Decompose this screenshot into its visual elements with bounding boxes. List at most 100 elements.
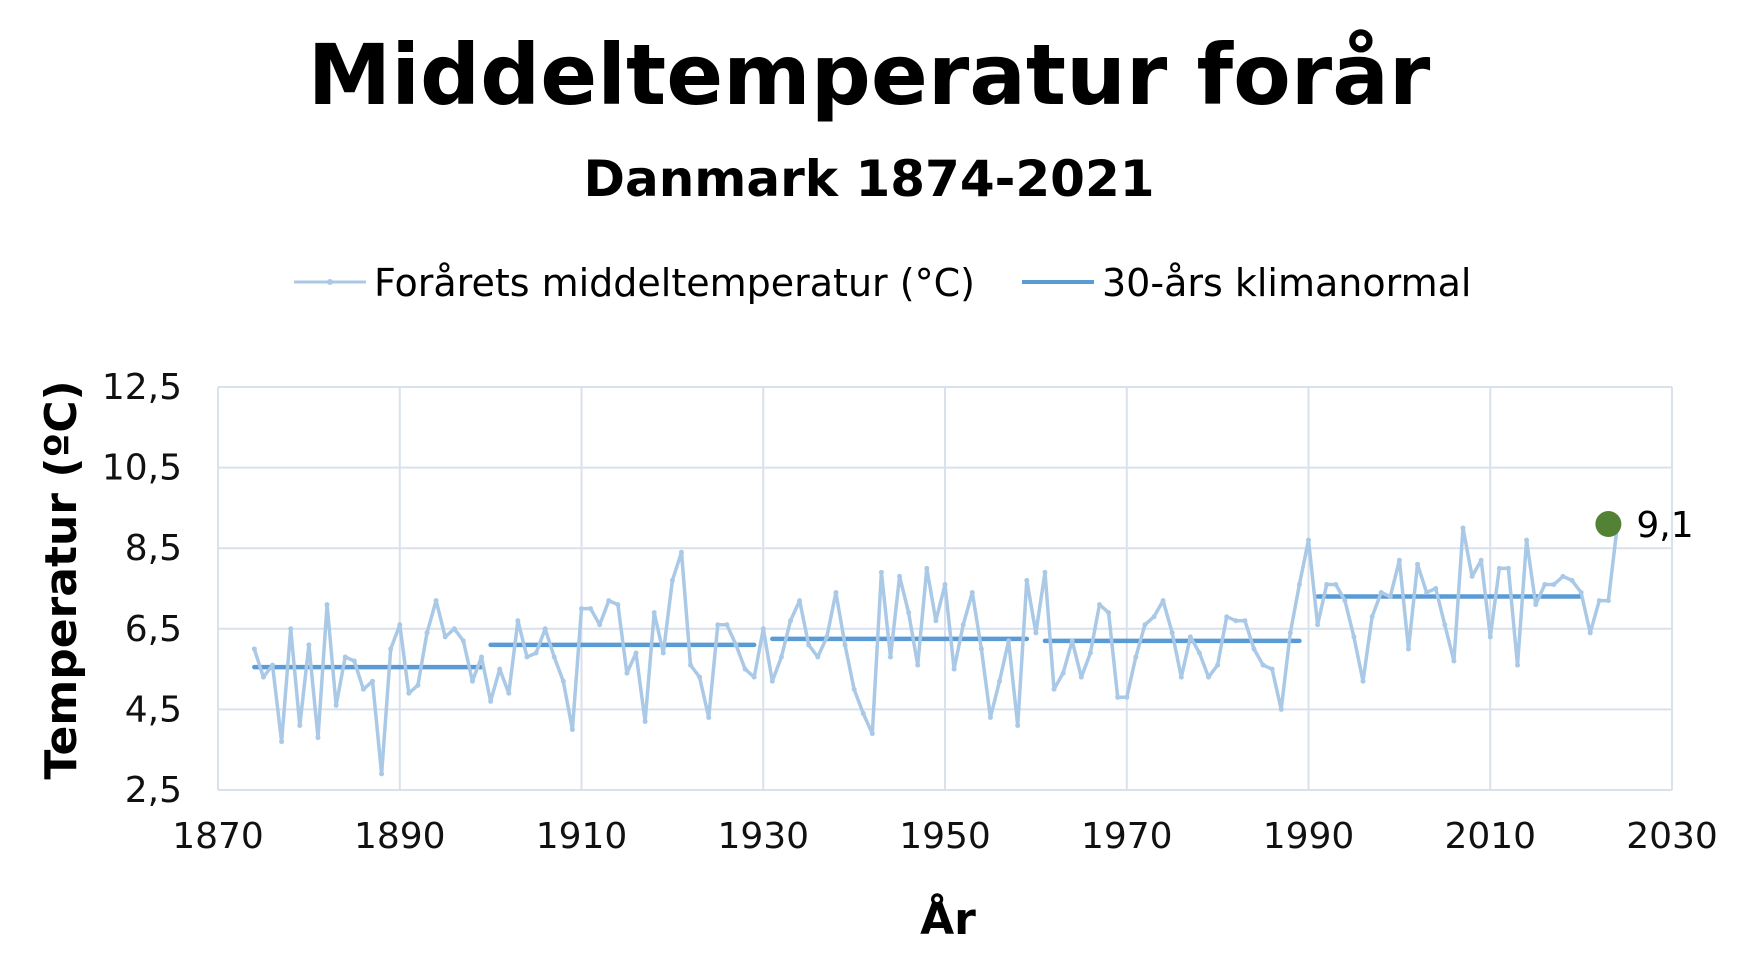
series-point: [1269, 666, 1275, 672]
series-point: [579, 606, 584, 612]
series-point: [742, 666, 748, 672]
series-point: [1260, 662, 1266, 668]
series-point: [933, 618, 939, 624]
x-tick-label: 1950: [899, 816, 991, 857]
series-point: [1451, 658, 1457, 664]
series-point: [542, 626, 548, 632]
y-tick-label: 8,5: [125, 528, 182, 569]
series-point: [1024, 577, 1030, 583]
series-point: [924, 565, 930, 571]
series-point: [1342, 598, 1348, 604]
series-point: [1078, 674, 1084, 680]
series-point: [688, 662, 694, 668]
series-point: [1578, 590, 1584, 596]
x-axis-title: År: [920, 892, 976, 945]
series-point: [551, 654, 557, 660]
series-point: [715, 622, 721, 628]
x-tick-label: 1890: [354, 816, 446, 857]
series-point: [1133, 654, 1139, 660]
series-point: [1060, 670, 1066, 676]
series-point: [1087, 650, 1093, 656]
series-point: [724, 622, 730, 628]
series-point: [1369, 614, 1375, 620]
series-point: [333, 702, 339, 708]
series-point: [1533, 602, 1539, 608]
y-tick-label: 6,5: [125, 609, 182, 650]
series-point: [1560, 573, 1566, 579]
series-point: [1006, 638, 1012, 644]
series-point: [1242, 618, 1248, 624]
series-point: [1124, 694, 1130, 700]
series-point: [1424, 590, 1430, 596]
series-point: [978, 646, 984, 652]
series-point: [1569, 577, 1575, 583]
series-point: [1551, 581, 1557, 587]
series-point: [1351, 634, 1357, 640]
series-point: [1187, 634, 1193, 640]
series-point: [1596, 598, 1602, 604]
x-axis-ticks: 1870 1890 1910 1930 1950 1970 1990 2010 2030: [172, 816, 1718, 857]
highlight-label: 9,1: [1636, 505, 1693, 546]
series-point: [451, 626, 457, 632]
x-tick-label: 1930: [717, 816, 809, 857]
x-tick-label: 1970: [1081, 816, 1173, 857]
series-point: [851, 686, 857, 692]
series-point: [624, 670, 630, 676]
series-point: [1324, 581, 1330, 587]
series-point: [1224, 614, 1230, 620]
series-point: [642, 718, 648, 724]
series-point: [1505, 565, 1511, 571]
series-point: [1206, 674, 1212, 680]
series-point: [488, 698, 494, 704]
series-point: [497, 666, 503, 672]
series-point: [524, 654, 530, 660]
series-point: [969, 590, 975, 596]
series-point: [351, 658, 357, 664]
x-tick-label: 1870: [172, 816, 264, 857]
series-point: [560, 678, 566, 684]
series-point: [815, 654, 821, 660]
highlight-point: [1595, 511, 1622, 538]
series-point: [997, 678, 1003, 684]
legend-series-marker: [327, 279, 333, 285]
series-point: [760, 626, 766, 632]
series-point: [697, 674, 703, 680]
series-point: [1378, 590, 1384, 596]
series-point: [251, 646, 257, 652]
series-point: [788, 618, 794, 624]
series-point: [887, 654, 893, 660]
series-point: [706, 714, 712, 720]
series-point: [1160, 598, 1166, 604]
y-axis-title: Temperatur (ºC): [36, 380, 87, 779]
series-point: [1605, 598, 1611, 604]
series-point: [942, 581, 948, 587]
series-point: [1496, 565, 1502, 571]
series-point: [324, 602, 330, 608]
series-point: [1033, 630, 1039, 636]
series-point: [660, 650, 666, 656]
series-point: [569, 727, 575, 733]
series-point: [1106, 610, 1112, 616]
series-point: [533, 650, 539, 656]
series-point: [960, 622, 966, 628]
series-point: [1306, 537, 1311, 543]
series-point: [1151, 614, 1157, 620]
series-point: [751, 674, 757, 680]
series-point: [615, 602, 621, 608]
series-point: [1278, 706, 1284, 712]
series-point: [479, 654, 485, 660]
series-point: [1142, 622, 1148, 628]
series-point: [915, 662, 921, 668]
series-point: [469, 678, 475, 684]
series-point: [1478, 557, 1484, 563]
series-point: [651, 610, 657, 616]
y-tick-label: 2,5: [125, 770, 182, 811]
series-point: [860, 710, 866, 716]
series-point: [769, 678, 775, 684]
series-point: [669, 577, 675, 583]
series-point: [806, 642, 812, 648]
series-line: [252, 523, 1620, 776]
series-point: [424, 630, 430, 636]
series-point: [842, 642, 848, 648]
series-point: [1487, 634, 1493, 640]
